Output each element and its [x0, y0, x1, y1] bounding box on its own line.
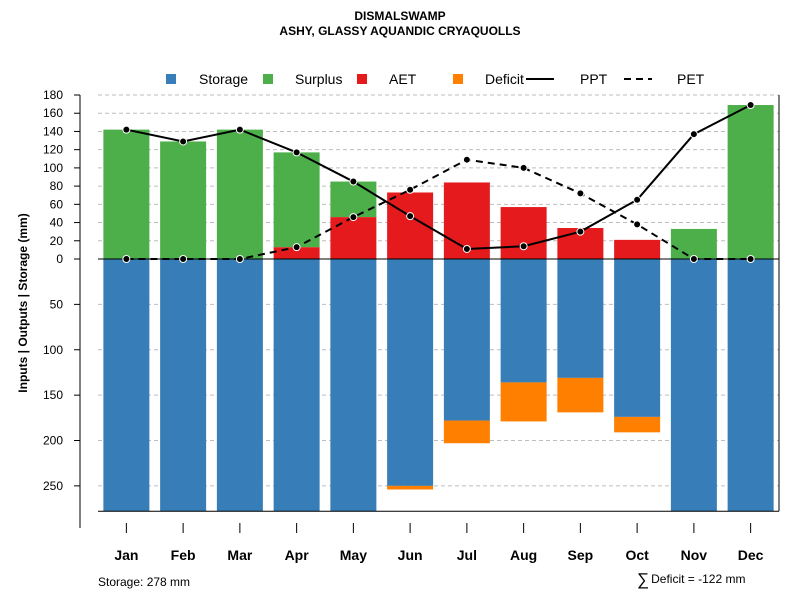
x-tick-label-jul: Jul — [457, 547, 477, 563]
x-tick-label-dec: Dec — [738, 547, 764, 563]
legend-label-pet: PET — [677, 71, 705, 87]
pet-point-aug — [519, 163, 528, 172]
pet-point-may — [349, 213, 358, 222]
ppt-point-jul — [462, 244, 471, 253]
y-tick-label: 100 — [43, 343, 63, 357]
x-tick-label-feb: Feb — [171, 547, 196, 563]
storage-bar-jan — [103, 259, 150, 512]
ppt-line — [126, 104, 752, 250]
deficit-bar-jul — [443, 420, 490, 444]
pet-point-feb — [179, 255, 188, 263]
storage-total: Storage: 278 mm — [98, 575, 191, 589]
y-tick-label: 140 — [43, 124, 63, 138]
y-tick-label: 120 — [43, 143, 63, 157]
pet-point-dec — [746, 255, 755, 263]
ppt-point-oct — [633, 195, 642, 204]
x-tick-label-may: May — [340, 547, 367, 563]
chart-subtitle: ASHY, GLASSY AQUANDIC CRYAQUOLLS — [279, 24, 521, 38]
y-tick-label: 250 — [43, 479, 63, 493]
surplus-bar-may — [330, 181, 377, 218]
pet-point-nov — [689, 255, 698, 263]
x-tick-label-sep: Sep — [568, 547, 594, 563]
surplus-bar-apr — [273, 152, 320, 248]
storage-bar-mar — [216, 259, 263, 512]
x-tick-label-jan: Jan — [114, 547, 138, 563]
pet-point-mar — [235, 255, 244, 263]
y-tick-label: 180 — [43, 88, 63, 102]
aet-bar-apr — [273, 247, 320, 259]
legend-swatch-aet — [357, 74, 367, 84]
surplus-bar-nov — [670, 228, 717, 259]
x-tick-label-jun: Jun — [398, 547, 423, 563]
legend-label-aet: AET — [389, 71, 417, 87]
storage-bar-oct — [614, 259, 661, 417]
surplus-bar-mar — [216, 129, 263, 259]
pet-point-jul — [462, 155, 471, 164]
aet-bar-aug — [500, 207, 547, 259]
pet-point-jan — [122, 255, 131, 263]
legend-label-storage: Storage — [199, 71, 248, 87]
pet-point-jun — [406, 185, 415, 194]
ppt-point-feb — [179, 137, 188, 146]
storage-bar-nov — [670, 259, 717, 512]
storage-bar-may — [330, 259, 377, 512]
aet-bar-oct — [614, 239, 661, 259]
ppt-point-nov — [689, 130, 698, 139]
y-tick-label: 200 — [43, 434, 63, 448]
storage-bar-feb — [160, 259, 207, 512]
legend-label-surplus: Surplus — [295, 71, 342, 87]
ppt-point-apr — [292, 148, 301, 157]
surplus-bar-feb — [160, 141, 207, 259]
legend-label-deficit: Deficit — [485, 71, 524, 87]
x-tick-label-oct: Oct — [625, 547, 649, 563]
surplus-bar-jan — [103, 129, 150, 259]
legend-swatch-deficit — [453, 74, 463, 84]
deficit-total: ∑ Deficit = -122 mm — [637, 570, 745, 590]
ppt-point-may — [349, 177, 358, 186]
ppt-point-jan — [122, 125, 131, 134]
deficit-total-text: Deficit = -122 mm — [651, 572, 746, 586]
chart-title: DISMALSWAMP — [354, 9, 446, 23]
legend-swatch-surplus — [263, 74, 273, 84]
ppt-point-dec — [746, 101, 755, 110]
legend-swatch-storage — [166, 74, 176, 84]
deficit-bar-oct — [614, 416, 661, 433]
legend-label-ppt: PPT — [580, 71, 608, 87]
deficit-bar-aug — [500, 382, 547, 422]
x-tick-label-mar: Mar — [227, 547, 252, 563]
pet-point-oct — [633, 220, 642, 229]
surplus-bar-dec — [727, 105, 774, 260]
ppt-point-mar — [235, 125, 244, 134]
storage-bar-jun — [387, 259, 434, 486]
y-tick-label: 20 — [50, 234, 64, 248]
sigma-symbol: ∑ — [637, 570, 650, 589]
y-axis-title: Inputs | Outputs | Storage (mm) — [16, 213, 30, 392]
pet-point-sep — [576, 189, 585, 198]
y-tick-label: 80 — [50, 179, 64, 193]
ppt-point-jun — [406, 212, 415, 221]
x-tick-label-apr: Apr — [285, 547, 310, 563]
y-tick-label: 160 — [43, 106, 63, 120]
y-tick-label: 0 — [56, 252, 63, 266]
storage-bar-apr — [273, 259, 320, 512]
y-tick-label: 150 — [43, 388, 63, 402]
storage-bar-dec — [727, 259, 774, 512]
x-tick-label-nov: Nov — [681, 547, 708, 563]
deficit-bar-jun — [387, 485, 434, 490]
y-tick-label: 100 — [43, 161, 63, 175]
deficit-bar-sep — [557, 377, 604, 413]
y-tick-label: 50 — [50, 297, 64, 311]
y-tick-label: 60 — [50, 197, 64, 211]
x-tick-label-aug: Aug — [510, 547, 537, 563]
storage-bar-aug — [500, 259, 547, 383]
ppt-point-aug — [519, 242, 528, 251]
storage-bar-sep — [557, 259, 604, 378]
y-tick-label: 40 — [50, 216, 64, 230]
aet-bar-may — [330, 217, 377, 259]
pet-point-apr — [292, 243, 301, 252]
storage-bar-jul — [443, 259, 490, 421]
pet-line — [126, 158, 751, 260]
ppt-point-sep — [576, 227, 585, 236]
